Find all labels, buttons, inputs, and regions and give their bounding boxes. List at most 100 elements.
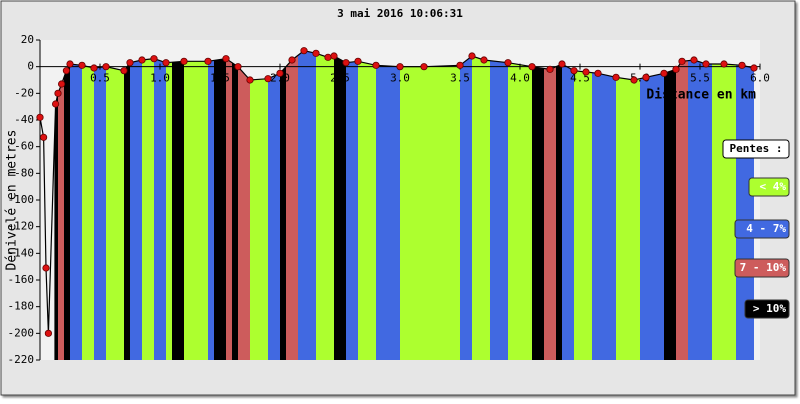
slope-band xyxy=(130,50,142,360)
profile-point xyxy=(690,56,698,64)
slope-band xyxy=(70,50,82,360)
x-tick-label: 0.5 xyxy=(90,72,110,85)
slope-band xyxy=(238,50,250,360)
x-tick-label: 3.0 xyxy=(390,72,410,85)
slope-band xyxy=(592,50,616,360)
legend-swatch xyxy=(734,219,790,239)
profile-point xyxy=(39,133,48,141)
slope-band xyxy=(232,50,238,360)
profile-point xyxy=(582,68,590,76)
profile-point xyxy=(594,69,602,77)
profile-point xyxy=(678,57,686,65)
legend-label: 7 - 10% xyxy=(740,261,787,274)
profile-point xyxy=(44,329,53,337)
legend-swatch xyxy=(734,258,790,278)
profile-point xyxy=(738,61,746,69)
profile-point xyxy=(162,59,170,67)
profile-point xyxy=(342,59,350,67)
slope-band xyxy=(508,50,532,360)
slope-band xyxy=(142,50,154,360)
slope-band xyxy=(712,50,736,360)
x-tick-label: 3.5 xyxy=(450,72,470,85)
profile-point xyxy=(312,49,320,57)
slope-band xyxy=(226,50,232,360)
slope-band xyxy=(208,50,214,360)
profile-point xyxy=(660,69,668,77)
slope-band xyxy=(346,50,358,360)
y-tick-label: -120 xyxy=(8,220,35,233)
y-tick-label: -200 xyxy=(8,326,35,339)
y-tick-label: -80 xyxy=(14,166,34,179)
profile-point xyxy=(42,264,50,272)
y-tick-label: 0 xyxy=(27,60,34,73)
x-tick-label: 5.5 xyxy=(690,72,710,85)
y-tick-label: -140 xyxy=(8,246,35,259)
profile-point xyxy=(62,67,71,75)
slope-band xyxy=(166,50,172,360)
slope-band xyxy=(124,50,130,360)
slope-band xyxy=(184,50,208,360)
profile-point xyxy=(138,56,146,64)
profile-point xyxy=(330,52,338,60)
slope-band xyxy=(736,50,754,360)
profile-point xyxy=(54,89,62,97)
profile-point xyxy=(372,61,380,69)
slope-band xyxy=(676,50,688,360)
slope-band xyxy=(490,50,508,360)
slope-band xyxy=(436,50,460,360)
x-tick-label: 2.5 xyxy=(330,72,350,85)
slope-band xyxy=(664,50,676,360)
profile-point xyxy=(504,59,512,67)
profile-point xyxy=(276,69,284,77)
profile-point xyxy=(468,52,476,60)
y-tick-label: 20 xyxy=(21,33,34,46)
profile-point xyxy=(264,75,272,83)
slope-band xyxy=(472,50,490,360)
slope-band xyxy=(376,50,400,360)
slope-band xyxy=(616,50,640,360)
slope-band xyxy=(64,50,70,360)
x-tick-label: 4.0 xyxy=(510,72,530,85)
y-tick-label: -60 xyxy=(14,140,34,153)
profile-point xyxy=(126,59,134,67)
slope-band xyxy=(58,50,64,360)
chart-title: 3 mai 2016 10:06:31 xyxy=(337,7,463,20)
profile-point xyxy=(420,63,428,71)
profile-point xyxy=(480,56,488,64)
profile-point xyxy=(546,65,554,73)
legend-title-box xyxy=(722,139,790,159)
y-tick-label: -180 xyxy=(8,300,35,313)
y-tick-label: -40 xyxy=(14,113,34,126)
slope-band xyxy=(544,50,556,360)
profile-point xyxy=(78,61,86,69)
slope-band xyxy=(106,50,124,360)
slope-band xyxy=(640,50,664,360)
slope-band xyxy=(250,50,268,360)
legend-label: 4 - 7% xyxy=(746,222,786,235)
profile-point xyxy=(36,113,44,121)
slope-band xyxy=(268,50,280,360)
profile-point xyxy=(702,60,710,68)
legend-label: < 4% xyxy=(760,180,787,193)
profile-point xyxy=(66,60,74,68)
profile-point xyxy=(354,57,362,65)
profile-point xyxy=(672,65,680,73)
slope-band xyxy=(334,50,346,360)
legend-label: > 10% xyxy=(753,302,786,315)
y-tick-label: -160 xyxy=(8,273,35,286)
profile-point xyxy=(324,53,332,61)
profile-point xyxy=(222,55,230,63)
slope-band xyxy=(94,50,106,360)
profile-point xyxy=(720,60,728,68)
slope-band xyxy=(400,50,436,360)
profile-point xyxy=(570,67,578,75)
profile-point xyxy=(612,73,620,81)
profile-point xyxy=(750,64,758,72)
profile-point xyxy=(300,47,308,55)
slope-band xyxy=(280,50,286,360)
slope-band xyxy=(556,50,562,360)
y-axis-label: Dénivelé en metres xyxy=(5,130,20,271)
y-tick-label: -100 xyxy=(8,193,35,206)
